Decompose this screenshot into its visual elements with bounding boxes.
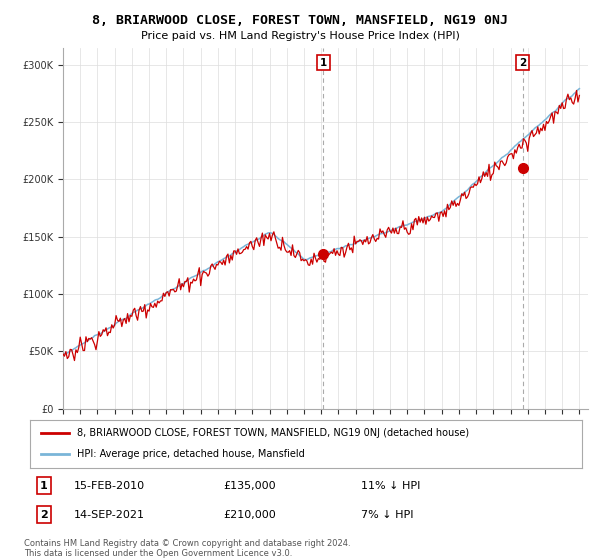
Text: 14-SEP-2021: 14-SEP-2021: [74, 510, 145, 520]
Text: 8, BRIARWOOD CLOSE, FOREST TOWN, MANSFIELD, NG19 0NJ (detached house): 8, BRIARWOOD CLOSE, FOREST TOWN, MANSFIE…: [77, 428, 469, 438]
Text: 2: 2: [519, 58, 526, 68]
Text: 15-FEB-2010: 15-FEB-2010: [74, 481, 145, 491]
Text: 7% ↓ HPI: 7% ↓ HPI: [361, 510, 414, 520]
Text: 2: 2: [40, 510, 47, 520]
Text: Price paid vs. HM Land Registry's House Price Index (HPI): Price paid vs. HM Land Registry's House …: [140, 31, 460, 41]
Text: 11% ↓ HPI: 11% ↓ HPI: [361, 481, 421, 491]
Text: 1: 1: [40, 481, 47, 491]
Text: 1: 1: [320, 58, 327, 68]
Text: HPI: Average price, detached house, Mansfield: HPI: Average price, detached house, Mans…: [77, 449, 305, 459]
Text: 8, BRIARWOOD CLOSE, FOREST TOWN, MANSFIELD, NG19 0NJ: 8, BRIARWOOD CLOSE, FOREST TOWN, MANSFIE…: [92, 14, 508, 27]
Text: £210,000: £210,000: [223, 510, 276, 520]
Text: Contains HM Land Registry data © Crown copyright and database right 2024.
This d: Contains HM Land Registry data © Crown c…: [24, 539, 350, 558]
Text: £135,000: £135,000: [223, 481, 276, 491]
